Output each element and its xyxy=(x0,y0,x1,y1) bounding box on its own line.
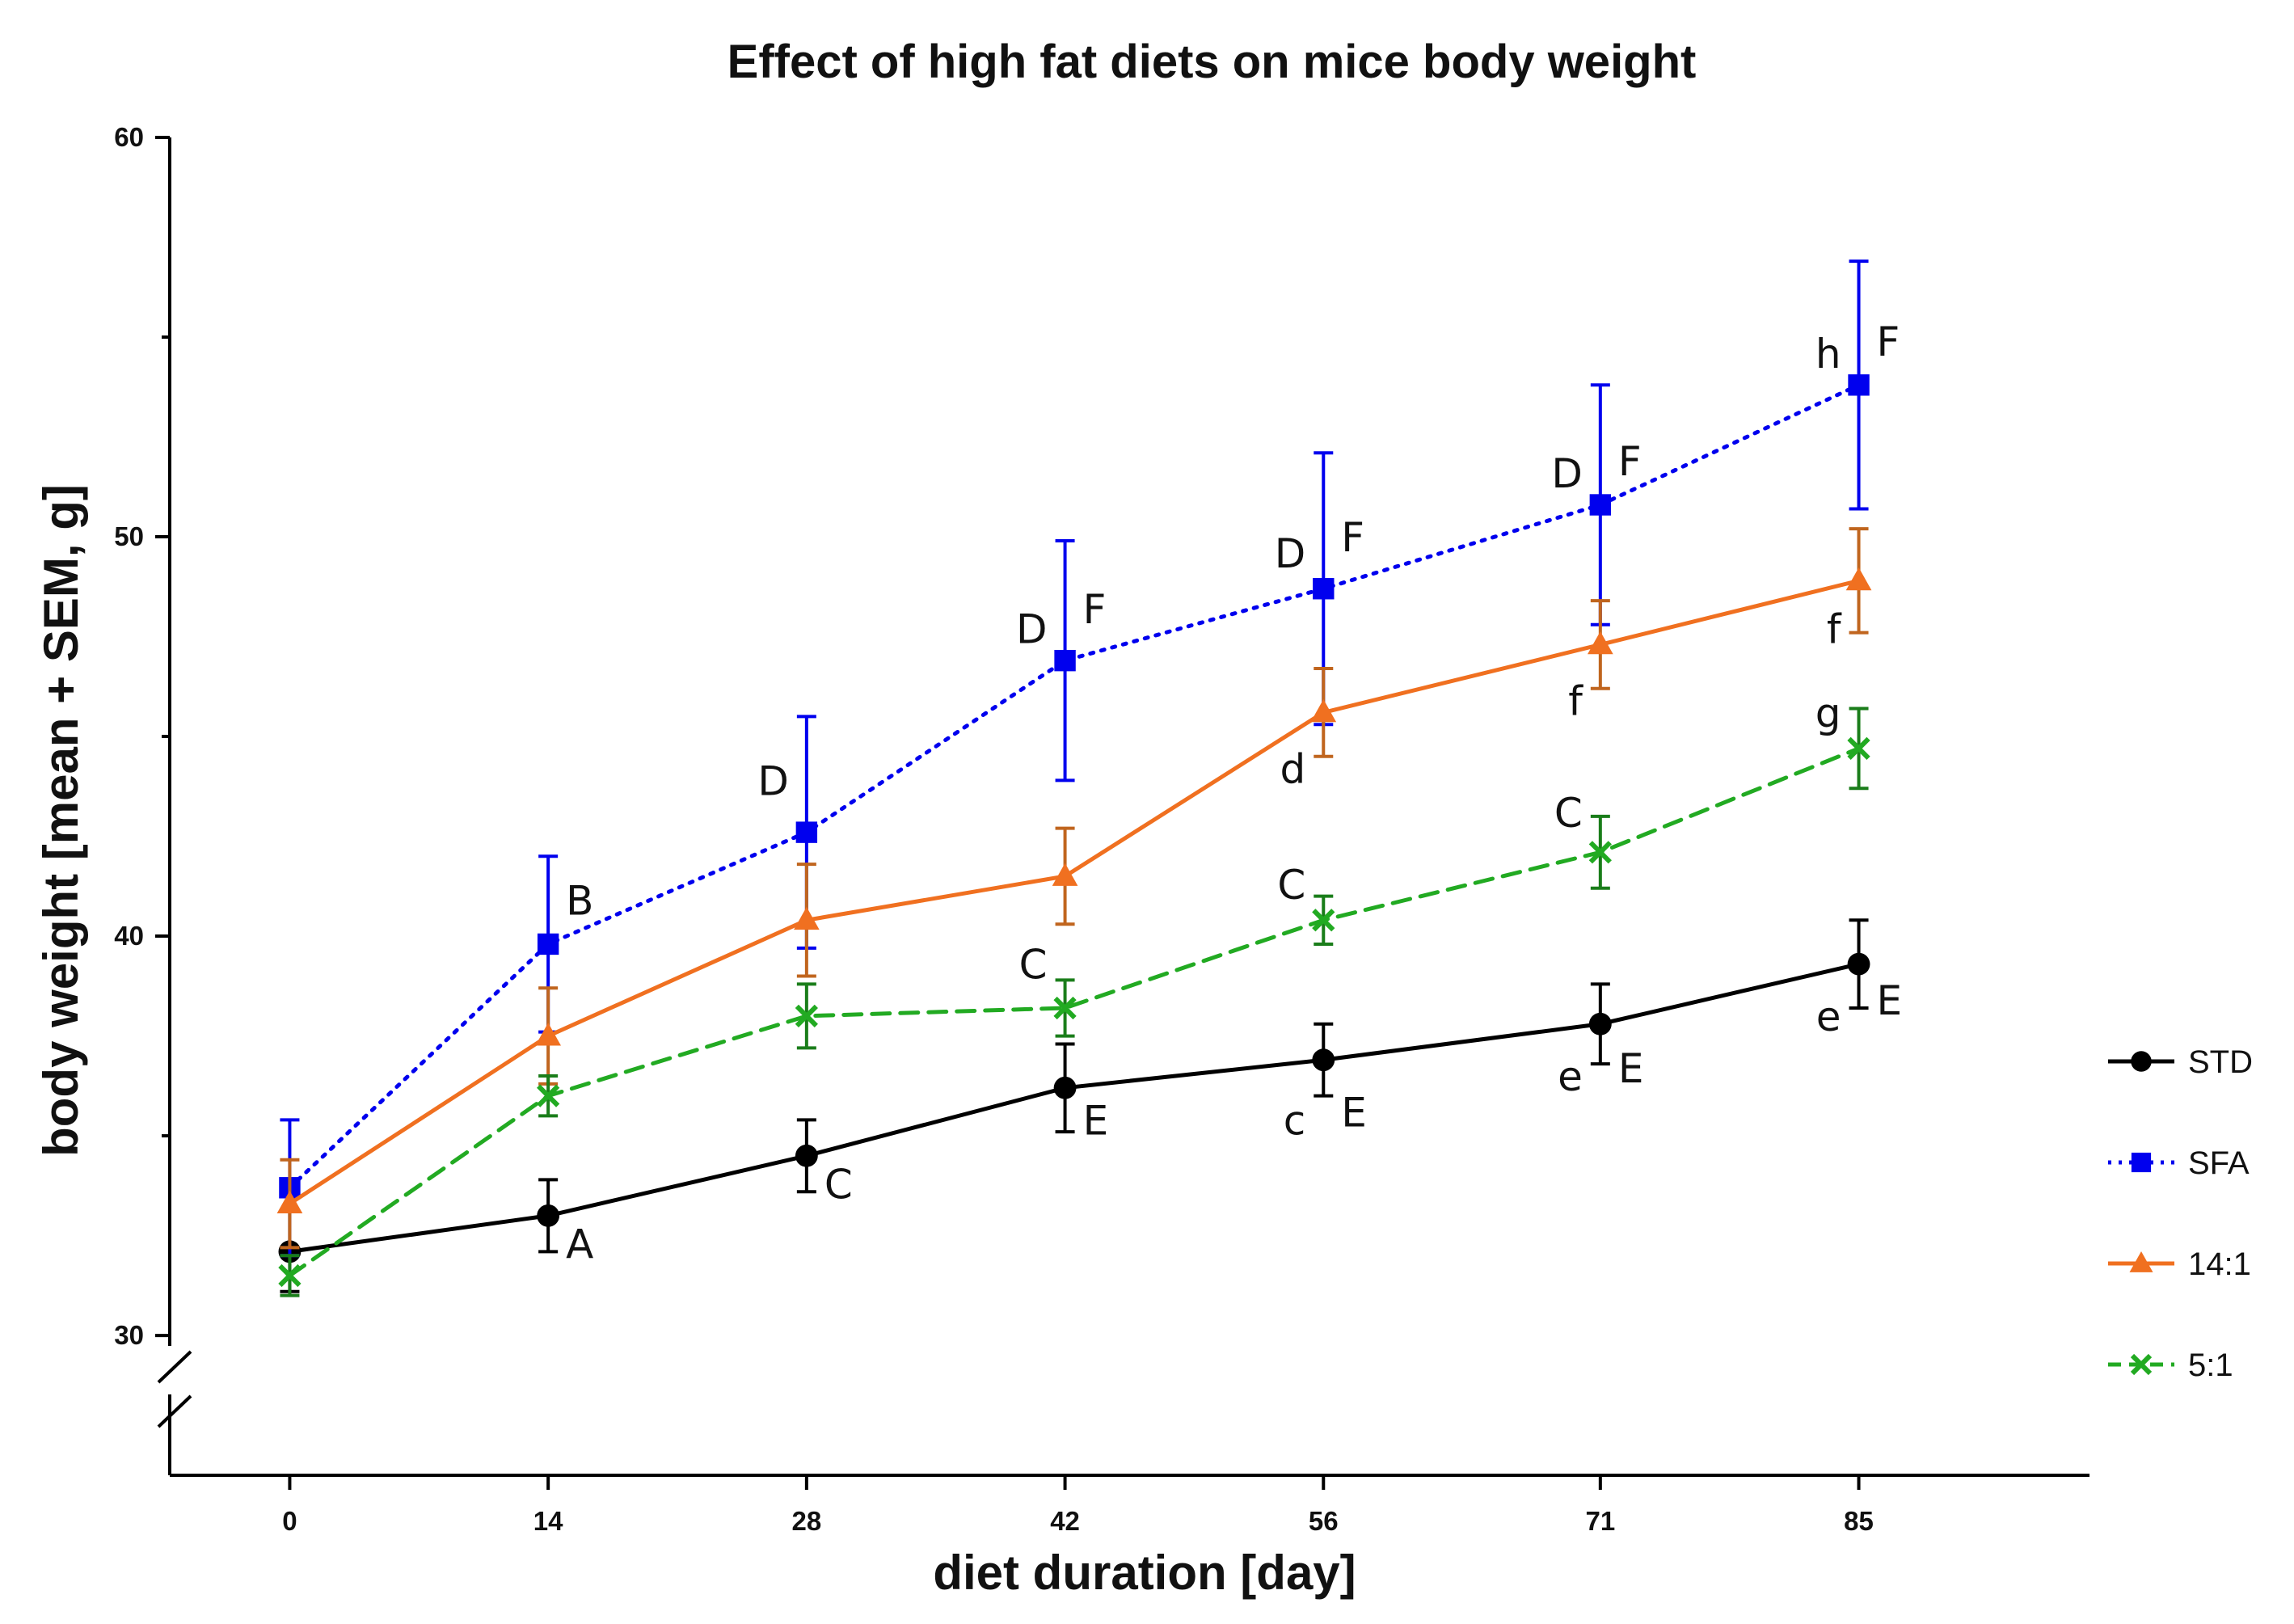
marker-point xyxy=(1052,863,1078,886)
x-tick-label: 85 xyxy=(1844,1506,1874,1536)
series-141 xyxy=(276,527,1872,1250)
significance-letter: C xyxy=(824,1161,853,1208)
x-axis-title: diet duration [day] xyxy=(933,1546,1356,1600)
marker-point xyxy=(2129,1251,2153,1272)
marker-point xyxy=(2131,1051,2152,1072)
marker-point xyxy=(1053,996,1077,1020)
legend-item: 14:1 xyxy=(2108,1246,2251,1282)
significance-letter: E xyxy=(1618,1045,1644,1092)
legend-label: STD xyxy=(2188,1044,2253,1080)
significance-letter: F xyxy=(1618,438,1642,485)
significance-letter: E xyxy=(1083,1097,1109,1144)
marker-point xyxy=(1587,631,1613,655)
significance-letter: D xyxy=(757,757,789,804)
significance-letter: C xyxy=(1554,790,1583,837)
x-tick-label: 28 xyxy=(792,1506,822,1536)
marker-point xyxy=(1588,841,1612,864)
marker-point xyxy=(794,906,820,930)
marker-point xyxy=(1588,1012,1612,1036)
marker-point xyxy=(276,1190,303,1213)
y-tick-label: 50 xyxy=(114,521,144,551)
series-line xyxy=(287,962,1862,1254)
marker-point xyxy=(1847,736,1870,760)
significance-letter: D xyxy=(1016,606,1048,653)
marker-point xyxy=(1312,909,1335,932)
axis-break-mark xyxy=(157,1394,192,1428)
marker-point xyxy=(795,821,818,843)
chart-title: Effect of high fat diets on mice body we… xyxy=(727,36,1697,88)
significance-letter: C xyxy=(1019,942,1048,989)
significance-letter: f xyxy=(1827,606,1842,653)
significance-letter: E xyxy=(1341,1089,1367,1136)
x-tick-label: 42 xyxy=(1050,1506,1080,1536)
y-tick-label: 60 xyxy=(114,122,144,152)
series-SFA xyxy=(279,259,1870,1258)
marker-point xyxy=(1312,1048,1335,1072)
significance-letter: c xyxy=(1284,1097,1306,1144)
marker-point xyxy=(1848,374,1870,396)
series-STD xyxy=(278,918,1870,1293)
marker-point xyxy=(1847,952,1870,976)
marker-point xyxy=(278,1263,302,1288)
legend-item: SFA xyxy=(2108,1145,2250,1181)
legend-label: 5:1 xyxy=(2188,1348,2233,1383)
marker-point xyxy=(535,1023,561,1046)
marker-point xyxy=(1054,649,1076,672)
marker-point xyxy=(2131,1152,2152,1173)
significance-letter: F xyxy=(1083,586,1107,633)
significance-letter: C xyxy=(1277,862,1305,909)
marker-point xyxy=(1313,578,1335,600)
marker-point xyxy=(1310,699,1337,723)
significance-letter: B xyxy=(566,878,593,925)
legend-label: 14:1 xyxy=(2188,1246,2251,1282)
marker-point xyxy=(1589,494,1612,516)
significance-letter: F xyxy=(1341,514,1364,561)
axes: 30 40 50 60 0 14 28 42 56 71 85 xyxy=(114,122,2089,1536)
significance-letter: D xyxy=(1551,450,1583,497)
significance-letter: e xyxy=(1558,1053,1583,1100)
marker-point xyxy=(1053,1076,1077,1099)
x-tick-label: 0 xyxy=(282,1506,297,1536)
series-51 xyxy=(278,707,1870,1297)
y-tick-label: 30 xyxy=(114,1320,144,1350)
marker-point xyxy=(537,933,559,955)
significance-letter: h xyxy=(1815,331,1841,378)
significance-letter: f xyxy=(1568,678,1583,725)
legend-label: SFA xyxy=(2188,1145,2250,1181)
marker-point xyxy=(1845,567,1872,591)
legend: STD SFA 14:1 5:1 xyxy=(2108,1044,2253,1383)
marker-point xyxy=(537,1084,560,1107)
marker-point xyxy=(2130,1353,2153,1376)
series-layer xyxy=(276,259,1872,1297)
marker-point xyxy=(795,1004,818,1027)
significance-letter: d xyxy=(1280,746,1306,793)
legend-item: STD xyxy=(2108,1044,2253,1080)
x-tick-label: 14 xyxy=(533,1506,563,1536)
significance-letter: E xyxy=(1877,977,1903,1024)
significance-letter: D xyxy=(1275,530,1306,577)
significance-letter: A xyxy=(566,1221,593,1268)
significance-letter: F xyxy=(1877,318,1900,365)
significance-letter: e xyxy=(1816,993,1841,1040)
x-tick-label: 71 xyxy=(1585,1506,1615,1536)
axis-break-mark xyxy=(157,1350,192,1384)
significance-letter: g xyxy=(1815,690,1841,736)
y-tick-label: 40 xyxy=(114,921,144,951)
marker-point xyxy=(795,1144,818,1167)
y-axis-title: body weight [mean + SEM, g] xyxy=(34,484,88,1157)
legend-item: 5:1 xyxy=(2108,1348,2233,1383)
marker-point xyxy=(537,1204,560,1227)
x-tick-label: 56 xyxy=(1309,1506,1339,1536)
